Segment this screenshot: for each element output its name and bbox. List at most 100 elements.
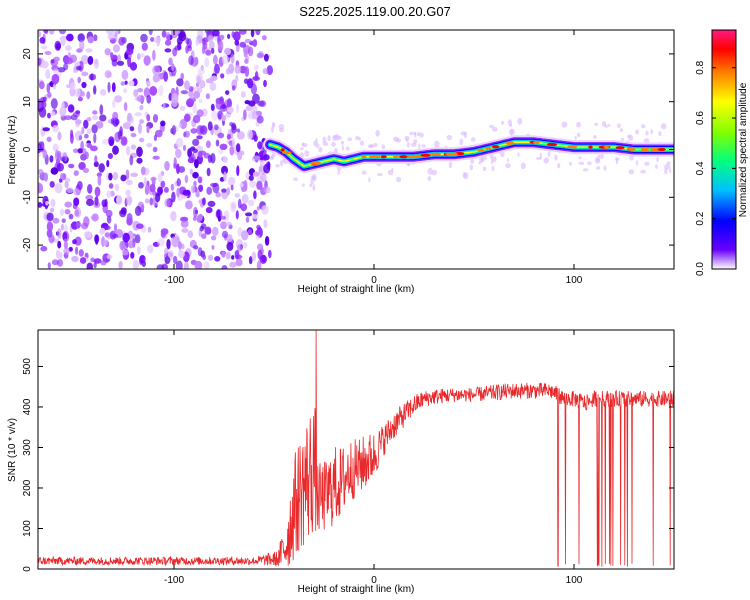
noise-blob [196,135,203,140]
noise-blob [164,198,171,208]
noise-blob [39,37,46,44]
noise-blob [73,188,81,196]
noise-blob [139,119,145,124]
ridge-halo-dot [312,184,316,191]
noise-blob [117,130,123,140]
ridge-halo-dot [315,137,318,145]
noise-blob [192,216,197,222]
noise-blob [57,259,63,267]
noise-blob [248,175,254,181]
ridge-halo-dot [481,157,484,163]
noise-blob [62,231,70,242]
noise-blob [164,247,169,255]
noise-blob [221,165,228,175]
noise-blob [250,83,257,95]
noise-blob [86,198,94,207]
ridge-halo-dot [517,117,523,125]
ridge-hotspot [603,145,610,149]
noise-blob [123,88,128,94]
noise-blob [231,255,235,260]
noise-blob [77,33,85,42]
noise-blob [147,226,152,233]
noise-blob [129,155,134,166]
noise-blob [100,260,107,266]
noise-blob [121,249,129,256]
noise-blob [81,91,85,97]
spectrogram-y-label: Frequency (Hz) [7,116,18,185]
noise-blob [257,249,263,260]
noise-blob [138,182,144,189]
noise-blob [149,197,154,206]
noise-blob [125,189,131,197]
noise-blob [103,239,108,246]
noise-blob [178,250,185,259]
noise-blob [263,219,268,229]
ridge-halo-dot [650,129,654,134]
noise-blob [110,117,115,125]
noise-blob [54,183,63,194]
ridge-halo-dot [409,131,414,136]
noise-blob [259,100,267,107]
ridge-halo-dot [557,163,561,169]
noise-blob [136,246,141,255]
noise-blob [106,190,112,198]
noise-blob [202,197,206,206]
noise-blob [128,240,134,249]
ridge-halo-dot [520,162,526,170]
noise-blob [140,33,148,43]
noise-blob [235,74,239,83]
ridge-halo-dot [272,122,276,128]
noise-blob [81,54,89,65]
noise-blob [195,190,200,198]
noise-blob [86,262,94,269]
ridge-halo-dot [664,163,671,170]
noise-blob [226,242,234,251]
ridge-halo-dot [463,172,469,180]
ridge-halo-dot [593,135,597,139]
noise-blob [79,257,87,264]
ridge-halo-dot [293,177,298,181]
noise-blob [194,159,199,169]
ridge-halo-dot [619,128,624,133]
ridge-halo-dot [322,141,329,147]
noise-blob [170,236,178,247]
ridge-halo-dot [427,167,433,175]
ridge-halo-dot [617,123,621,128]
noise-blob [208,41,215,50]
noise-blob [78,162,86,170]
noise-blob [204,226,212,235]
noise-blob [170,30,179,39]
noise-blob [165,31,171,43]
ridge-hotspot [588,145,593,149]
noise-blob [181,228,189,233]
noise-blob [45,69,51,80]
noise-blob [87,55,94,65]
snr-x-tick-label: 100 [566,575,583,586]
noise-blob [67,104,75,113]
noise-blob [236,103,240,114]
noise-blob [164,256,171,265]
noise-blob [144,184,150,195]
ridge-hotspot [627,147,636,151]
ridge-halo-dot [367,144,374,148]
ridge-halo-dot [505,163,511,169]
noise-blob [48,234,55,244]
noise-blob [107,32,115,41]
noise-blob [83,119,89,129]
ridge-halo-dot [628,134,634,141]
noise-blob [207,121,213,131]
noise-blob [171,125,177,136]
noise-blob [249,180,257,188]
ridge-halo-dot [604,124,608,128]
colorbar-tick-label: 0.8 [695,60,706,74]
ridge-halo-dot [421,144,426,148]
noise-blob [55,43,61,50]
noise-blob [222,156,228,163]
noise-blob [238,30,247,35]
noise-blob [255,229,261,236]
noise-blob [227,106,234,114]
ridge-halo-dot [656,156,659,163]
ridge-halo-dot [640,169,647,174]
snr-x-label: Height of straight line (km) [298,584,415,595]
ridge-halo-dot [509,128,514,136]
